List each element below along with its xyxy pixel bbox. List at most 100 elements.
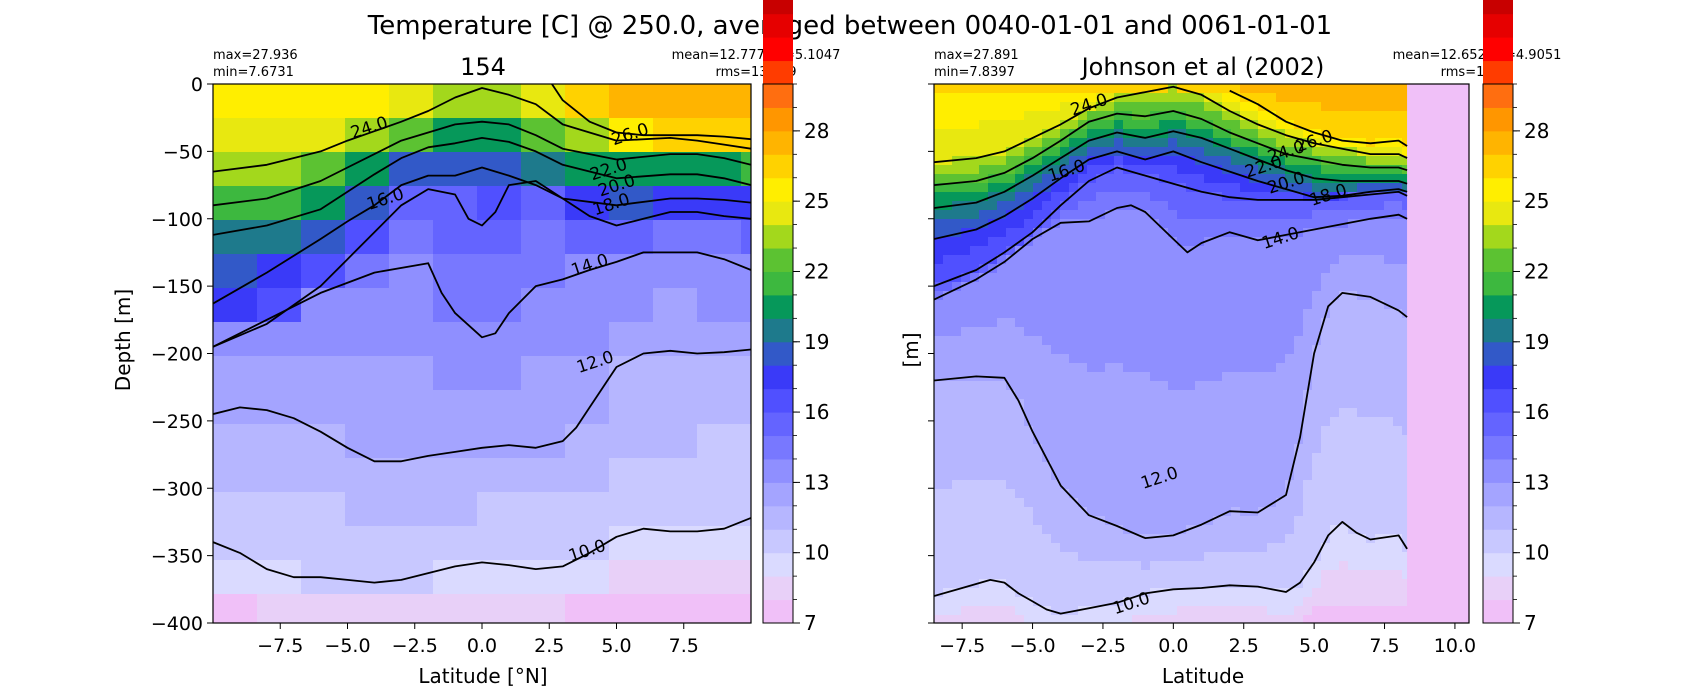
heatmap-cell [1159, 543, 1169, 553]
heatmap-cell [943, 246, 953, 256]
panel-2-stat-mean-sd: mean=12.652 sd=4.9051 [1393, 48, 1562, 63]
heatmap-cell [1042, 363, 1052, 373]
heatmap-cell [1240, 291, 1250, 301]
heatmap-cell [1276, 426, 1286, 436]
heatmap-cell [961, 102, 971, 112]
heatmap-cell [1060, 354, 1070, 364]
heatmap-cell [1213, 345, 1223, 355]
heatmap-cell [1087, 237, 1097, 247]
heatmap-cell [1105, 579, 1115, 589]
heatmap-cell [1384, 246, 1394, 256]
heatmap-cell [1105, 543, 1115, 553]
heatmap-cell [943, 606, 953, 616]
heatmap-cell [1132, 615, 1142, 623]
heatmap-cell [943, 219, 953, 229]
heatmap-cell [1339, 282, 1349, 292]
heatmap-cell [1312, 102, 1322, 112]
heatmap-cell [1384, 354, 1394, 364]
heatmap-cell [1060, 579, 1070, 589]
heatmap-cell [1069, 390, 1079, 400]
heatmap-cell [1015, 336, 1025, 346]
heatmap-cell [653, 492, 698, 527]
colorbar-segment [763, 84, 793, 108]
colorbar-tick-label: 16 [804, 400, 829, 424]
heatmap-cell [697, 220, 742, 255]
heatmap-cell [1285, 417, 1295, 427]
heatmap-cell [952, 489, 962, 499]
heatmap-cell [943, 183, 953, 193]
heatmap-cell [1105, 120, 1115, 130]
panel-2-title: Johnson et al (2002) [1080, 53, 1325, 81]
heatmap-cell [1276, 165, 1286, 175]
heatmap-cell [1060, 111, 1070, 121]
heatmap-cell [1231, 273, 1241, 283]
heatmap-cell [1294, 516, 1304, 526]
heatmap-cell [1303, 318, 1313, 328]
heatmap-cell [1078, 363, 1088, 373]
heatmap-cell [1213, 516, 1223, 526]
heatmap-cell [934, 336, 944, 346]
heatmap-cell [1015, 102, 1025, 112]
heatmap-cell [1096, 363, 1106, 373]
contour-line-20 [213, 137, 751, 236]
heatmap-cell [997, 246, 1007, 256]
heatmap-cell [943, 318, 953, 328]
heatmap-cell [979, 525, 989, 535]
heatmap-cell [934, 93, 944, 103]
heatmap-cell [1312, 138, 1322, 148]
heatmap-cell [1249, 453, 1259, 463]
heatmap-cell [934, 417, 944, 427]
heatmap-cell [1033, 516, 1043, 526]
heatmap-cell [1087, 408, 1097, 418]
heatmap-cell [1384, 417, 1394, 427]
heatmap-cell [1231, 219, 1241, 229]
heatmap-cell [1258, 390, 1268, 400]
heatmap-cell [1204, 201, 1214, 211]
heatmap-cell [1186, 408, 1196, 418]
heatmap-cell [1204, 93, 1214, 103]
heatmap-cell [1114, 129, 1124, 139]
heatmap-cell [1024, 309, 1034, 319]
heatmap-cell [1402, 291, 1412, 301]
heatmap-cell [1168, 291, 1178, 301]
heatmap-cell [1213, 93, 1223, 103]
heatmap-cell [1357, 570, 1367, 580]
heatmap-cell [1006, 264, 1016, 274]
heatmap-cell [1006, 318, 1016, 328]
heatmap-cell [1087, 336, 1097, 346]
heatmap-cell [1222, 561, 1232, 571]
heatmap-cell [1366, 372, 1376, 382]
heatmap-cell [1231, 237, 1241, 247]
heatmap-cell [1123, 597, 1133, 607]
heatmap-cell [1222, 435, 1232, 445]
heatmap-cell [1078, 426, 1088, 436]
heatmap-cell [988, 525, 998, 535]
heatmap-cell [979, 273, 989, 283]
heatmap-cell [1087, 516, 1097, 526]
heatmap-cell [1105, 228, 1115, 238]
heatmap-cell [1357, 579, 1367, 589]
heatmap-cell [1114, 156, 1124, 166]
heatmap-cell [213, 560, 258, 595]
heatmap-cell [1384, 615, 1394, 623]
heatmap-cell [1339, 264, 1349, 274]
heatmap-cell [1213, 210, 1223, 220]
heatmap-cell [1141, 453, 1151, 463]
heatmap-cell [1096, 525, 1106, 535]
heatmap-cell [1114, 120, 1124, 130]
heatmap-cell [1051, 183, 1061, 193]
heatmap-cell [1015, 282, 1025, 292]
heatmap-cell [1231, 363, 1241, 373]
heatmap-cell [961, 318, 971, 328]
heatmap-cell [1303, 210, 1313, 220]
colorbar-segment [1483, 60, 1513, 85]
heatmap-cell [1015, 327, 1025, 337]
heatmap-cell [1042, 588, 1052, 598]
panel-1-ylabel: Depth [m] [111, 289, 135, 391]
heatmap-cell [1060, 192, 1070, 202]
heatmap-cell [1393, 183, 1403, 193]
heatmap-cell [1069, 435, 1079, 445]
heatmap-cell [934, 516, 944, 526]
heatmap-cell [1393, 291, 1403, 301]
